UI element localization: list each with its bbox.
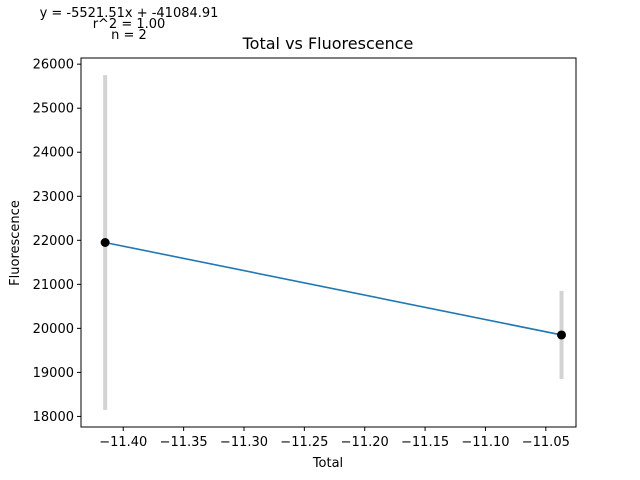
points-layer	[100, 238, 567, 340]
plot-area-frame	[80, 57, 577, 428]
y-tick-label: 25000	[33, 102, 74, 117]
y-tick-label: 19000	[33, 366, 74, 381]
fit-line	[104, 241, 562, 336]
y-ticks: 18000 19000 20000 21000 22000 23000 24000 25000…	[33, 58, 81, 425]
sample-count-annotation: n = 2	[111, 28, 147, 43]
y-tick-label: 21000	[33, 278, 74, 293]
x-tick-label: −11.25	[280, 435, 328, 450]
y-tick-label: 22000	[33, 234, 74, 249]
x-tick-label: −11.30	[220, 435, 268, 450]
x-tick-label: −11.15	[401, 435, 449, 450]
x-tick-label: −11.05	[522, 435, 570, 450]
fit-equation-annotation: y = -5521.51x + -41084.91	[40, 6, 219, 21]
data-point-2	[557, 330, 567, 340]
y-axis-label: Fluorescence	[8, 200, 23, 286]
x-tick-label: −11.10	[461, 435, 509, 450]
x-tick-label: −11.20	[341, 435, 389, 450]
errorbars-layer	[103, 75, 564, 410]
y-tick-label: 26000	[33, 58, 74, 73]
data-point-1	[100, 238, 110, 247]
x-tick-label: −11.40	[99, 435, 147, 450]
chart-title: Total vs Fluorescence	[242, 34, 414, 53]
x-axis-label: Total	[312, 456, 343, 471]
y-tick-label: 24000	[33, 146, 74, 161]
y-tick-label: 18000	[33, 410, 74, 425]
y-tick-label: 23000	[33, 190, 74, 205]
r-squared-annotation: r^2 = 1.00	[93, 17, 166, 32]
x-ticks: −11.40 −11.35 −11.30 −11.25 −11.20 −11.15 −11.…	[99, 427, 570, 450]
fit-line-layer	[104, 241, 562, 336]
x-tick-label: −11.35	[160, 435, 208, 450]
y-tick-label: 20000	[33, 322, 74, 337]
